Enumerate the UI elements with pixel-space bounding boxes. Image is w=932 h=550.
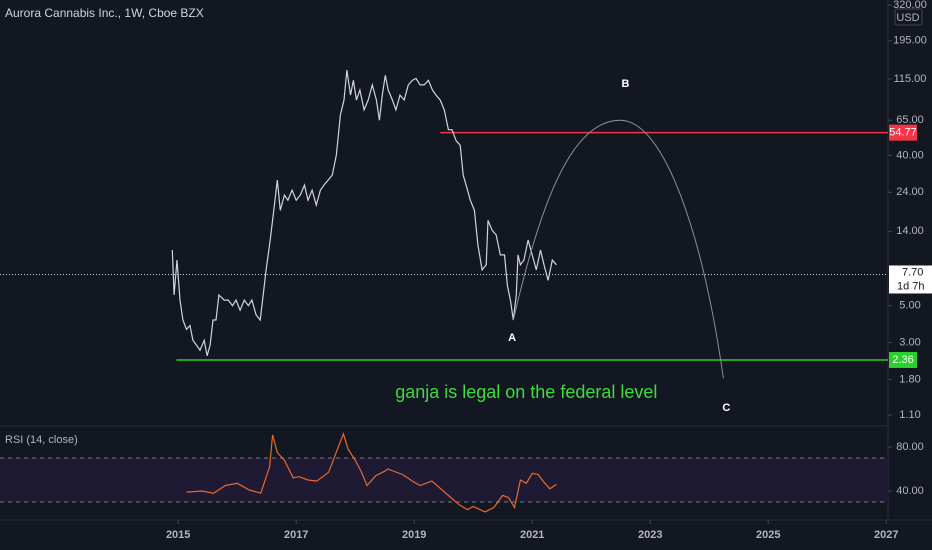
x-tick-label: 2019 [402,529,426,541]
y-tick-label: 1.10 [899,409,920,421]
x-tick-label: 2015 [166,529,190,541]
rsi-band [0,458,888,503]
y-tick-label: 3.00 [899,337,920,349]
last-price-label: 7.70 [902,266,923,278]
currency: USD [896,12,919,24]
level-box [889,351,917,368]
x-tick-label: 2023 [638,529,662,541]
chart-title: Aurora Cannabis Inc., 1W, Cboe BZX [5,6,204,20]
point-label: B [621,78,629,90]
y-tick-label: 14.00 [896,225,924,237]
level-label: 54.77 [889,127,917,139]
y-tick-label: 115.00 [894,73,927,85]
y-tick-label: 40.00 [896,485,924,497]
point-label: C [722,402,730,414]
countdown-label: 1d 7h [897,280,925,292]
price-line [171,70,557,356]
x-tick-label: 2017 [284,529,308,541]
last-price-box [889,265,932,294]
y-tick-label: 40.00 [896,149,924,161]
y-tick-label: 320.00 [893,0,927,11]
y-tick-label: 1.80 [899,373,920,385]
currency-box [894,8,923,26]
y-tick-label: 24.00 [896,186,924,198]
rsi-title: RSI (14, close) [5,434,78,446]
level-box [889,124,917,141]
y-tick-label: 5.00 [899,300,920,312]
arc-drawing [512,119,724,379]
point-label: A [508,332,516,344]
rsi-line [186,431,557,513]
y-tick-label: 65.00 [896,114,924,126]
x-tick-label: 2021 [520,529,544,541]
y-tick-label: 80.00 [896,441,924,453]
annotation-text: ganja is legal on the federal level [395,382,657,402]
y-tick-label: 195.00 [893,35,927,47]
x-tick-label: 2025 [756,529,780,541]
x-tick-label: 2027 [874,529,898,541]
level-label: 2.36 [892,354,913,366]
